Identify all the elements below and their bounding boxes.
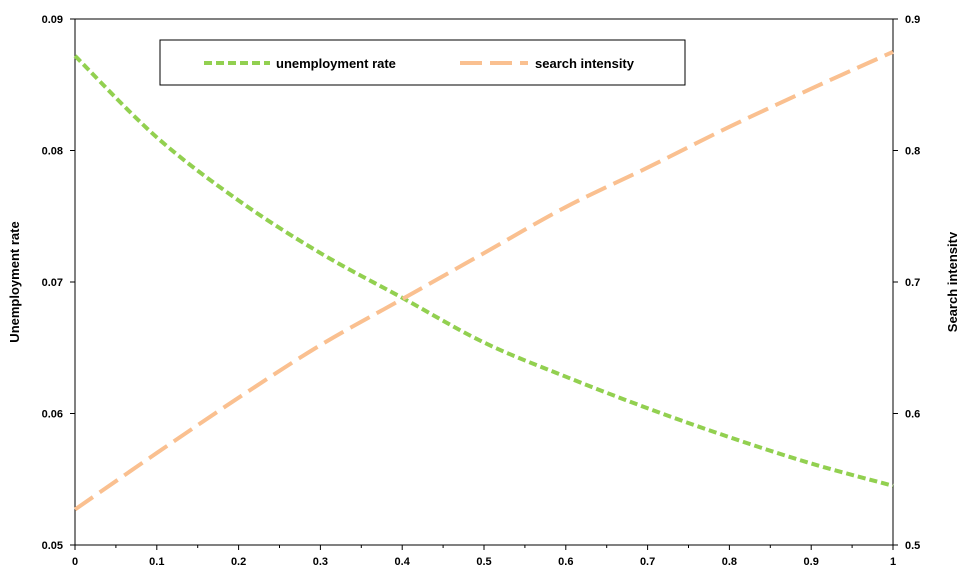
- right-axis-title: Search intensity: [945, 231, 957, 332]
- legend-label-unemployment-rate: unemployment rate: [276, 56, 396, 71]
- x-tick-label: 0: [72, 556, 78, 568]
- left-y-tick-label: 0.08: [42, 146, 63, 158]
- series-line-search-intensity: [73, 50, 894, 512]
- series-line-unemployment-rate: [73, 54, 894, 488]
- x-tick-label: 0.4: [395, 556, 411, 568]
- x-tick-label: 1: [890, 556, 896, 568]
- x-tick-label: 0.9: [804, 556, 819, 568]
- right-y-tick-label: 0.7: [905, 277, 920, 289]
- left-y-tick-label: 0.05: [42, 540, 63, 552]
- right-y-tick-label: 0.8: [905, 146, 920, 158]
- left-y-tick-label: 0.09: [42, 14, 63, 26]
- x-tick-label: 0.5: [476, 556, 491, 568]
- x-tick-label: 0.2: [231, 556, 246, 568]
- plot-area-frame: [74, 18, 894, 546]
- right-y-tick-label: 0.5: [905, 540, 920, 552]
- left-y-tick-label: 0.06: [42, 409, 63, 421]
- right-y-tick-label: 0.9: [905, 14, 920, 26]
- left-axis-title: Unemployment rate: [7, 221, 22, 342]
- x-tick-label: 0.1: [149, 556, 164, 568]
- x-tick-label: 0.6: [558, 556, 573, 568]
- legend-label-search-intensity: search intensity: [535, 56, 635, 71]
- x-tick-label: 0.8: [722, 556, 737, 568]
- x-tick-label: 0.7: [640, 556, 655, 568]
- x-tick-label: 0.3: [313, 556, 328, 568]
- left-y-tick-label: 0.07: [42, 277, 63, 289]
- right-y-tick-label: 0.6: [905, 409, 920, 421]
